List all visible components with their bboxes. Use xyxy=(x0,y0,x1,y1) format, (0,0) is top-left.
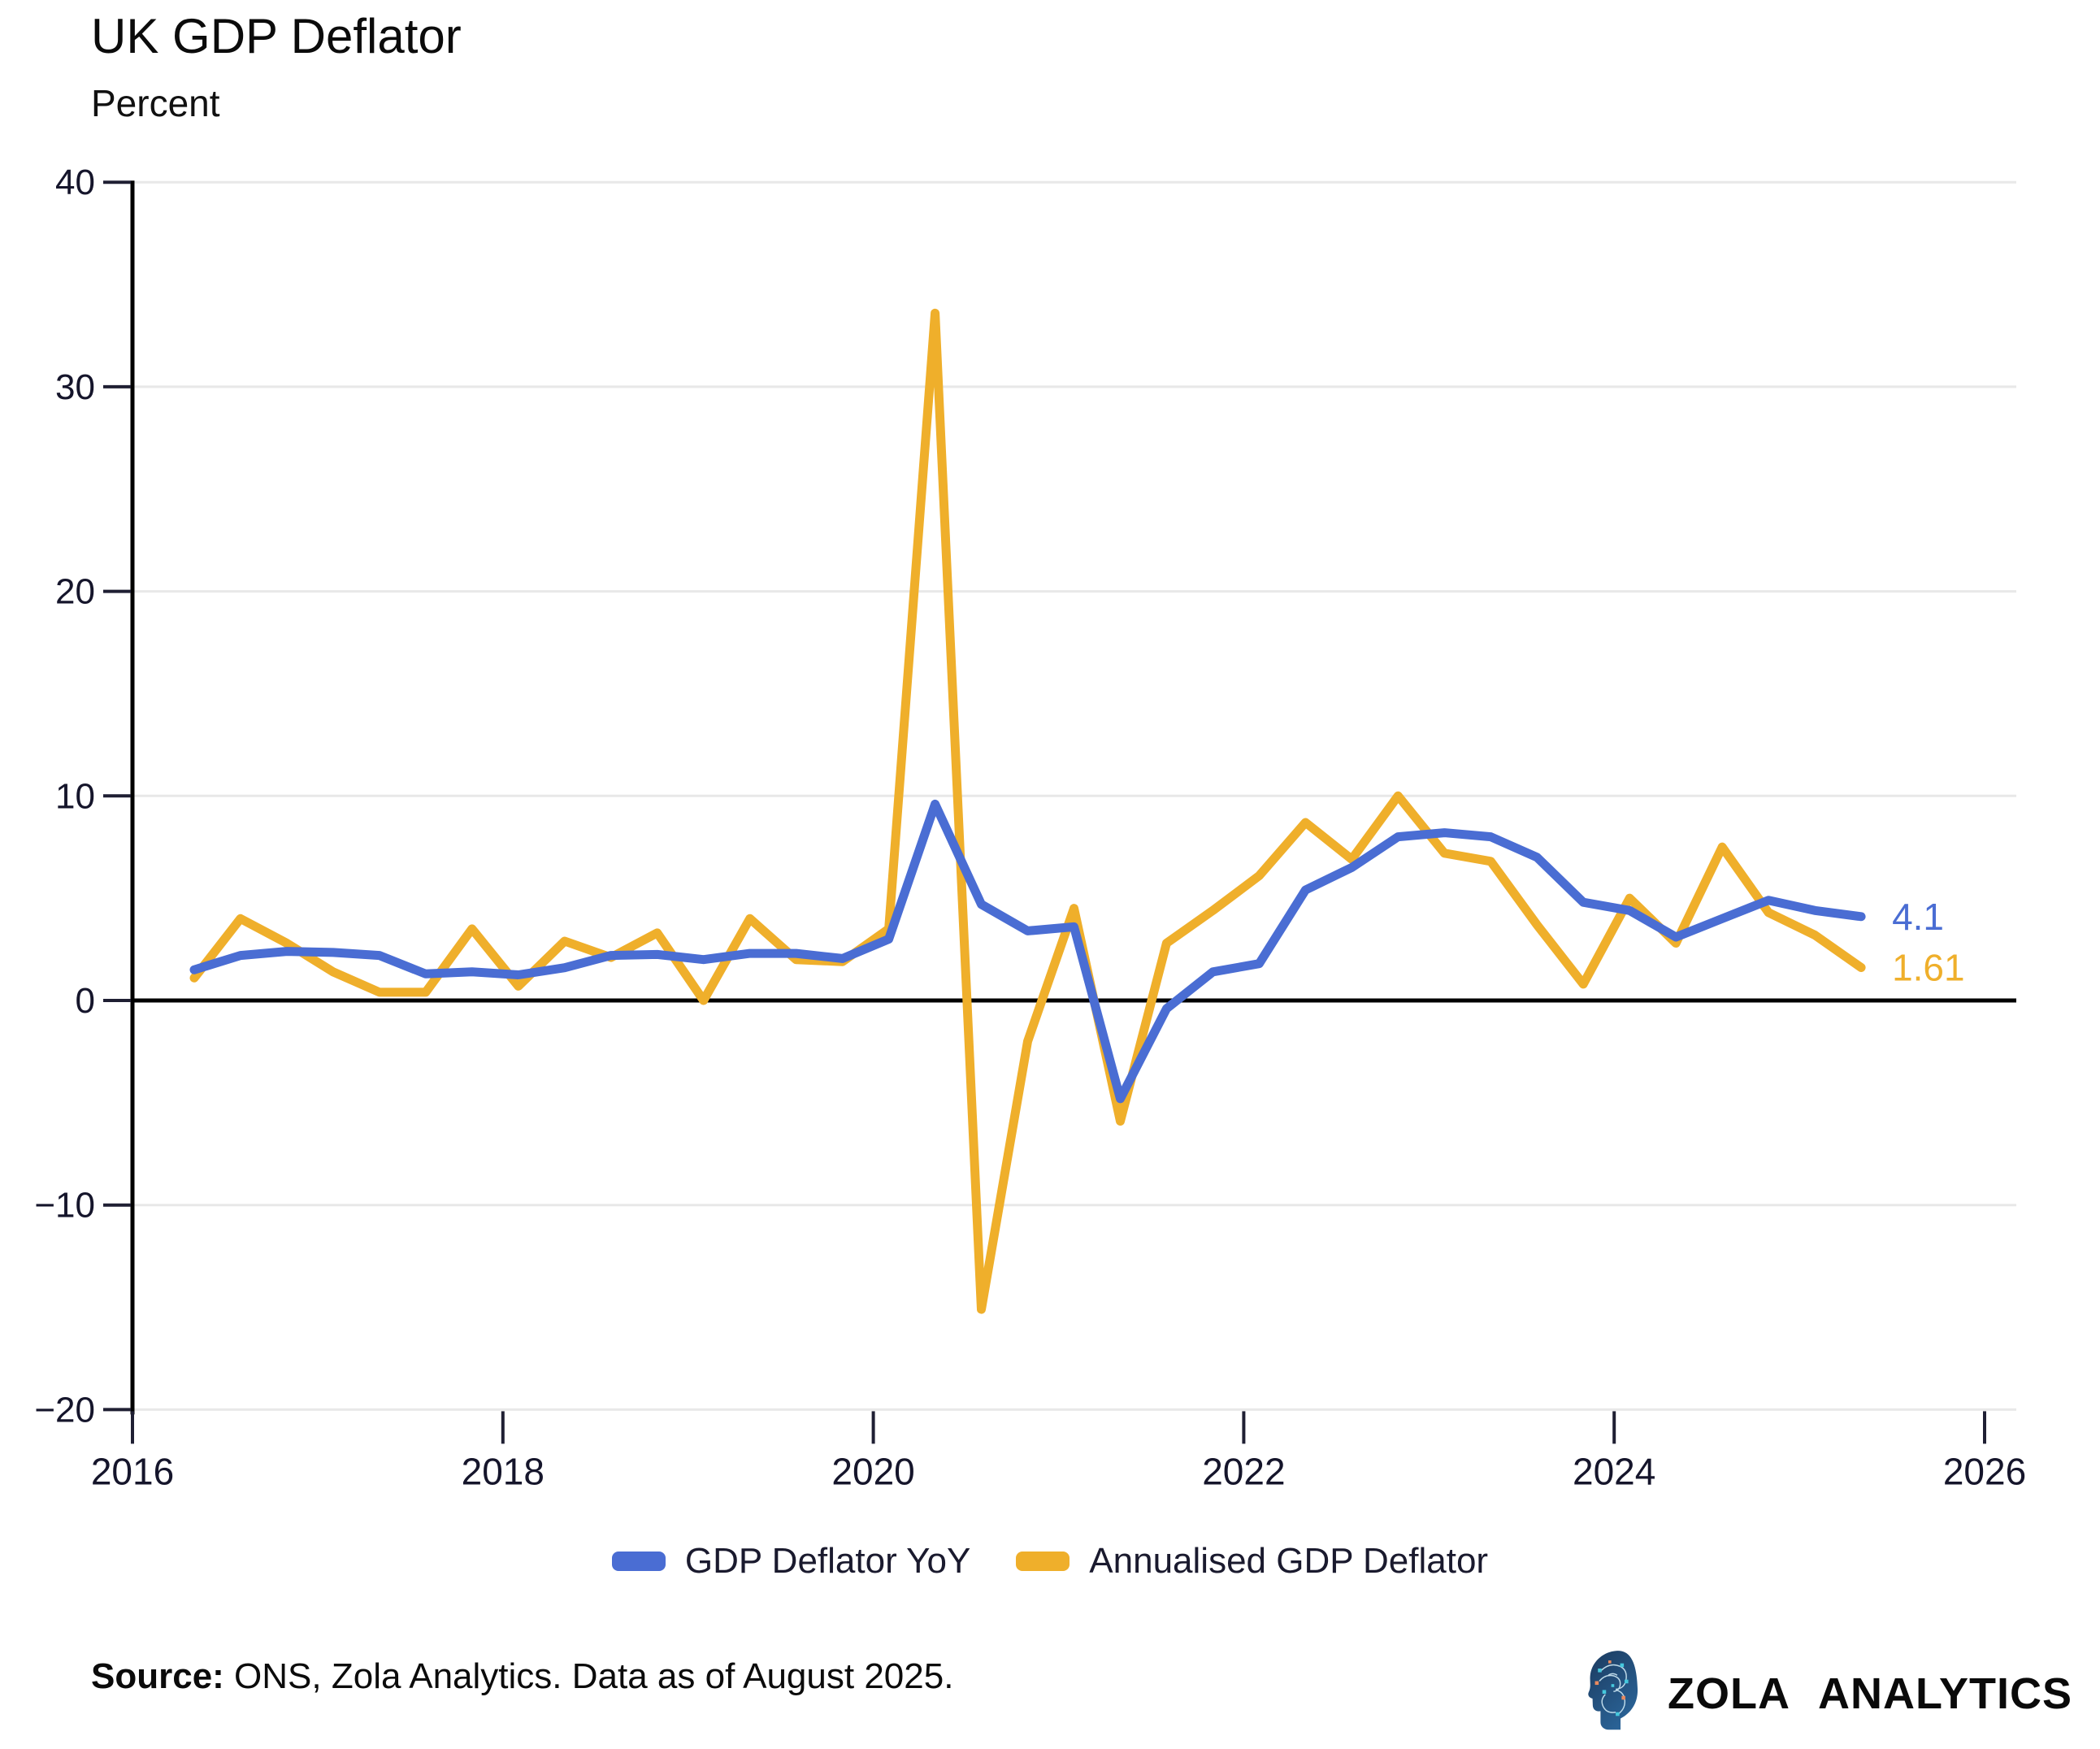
y-tick-label-20: 20 xyxy=(55,572,95,612)
x-tick-label-2016: 2016 xyxy=(91,1450,174,1492)
y-tick-label-10: 10 xyxy=(55,776,95,816)
x-tick-label-2024: 2024 xyxy=(1573,1450,1655,1492)
brand-name: ZOLA ANALYTICS xyxy=(1667,1669,2072,1718)
y-tick-label-0: 0 xyxy=(76,981,95,1021)
chart-title: UK GDP Deflator xyxy=(91,9,462,63)
chart-legend: GDP Deflator YoY Annualised GDP Deflator xyxy=(0,1541,2100,1582)
source-text: ONS, Zola Analytics. Data as of August 2… xyxy=(223,1656,954,1696)
legend-label-annualised-gdp-deflator: Annualised GDP Deflator xyxy=(1089,1541,1489,1581)
source-label: Source: xyxy=(91,1656,224,1696)
x-tick-label-2018: 2018 xyxy=(462,1450,545,1492)
legend-item-annualised-gdp-deflator[interactable]: Annualised GDP Deflator xyxy=(1016,1541,1488,1582)
circuit-head-icon xyxy=(1588,1651,1638,1730)
legend-swatch-annualised-gdp-deflator xyxy=(1016,1552,1070,1571)
y-tick-label-30: 30 xyxy=(55,367,95,407)
y-tick-label-40: 40 xyxy=(55,163,95,202)
x-tick-label-2020: 2020 xyxy=(831,1450,914,1492)
y-tick-label--20: −20 xyxy=(34,1390,95,1430)
brand-lockup: ZOLA ANALYTICS xyxy=(1583,1648,2072,1739)
gdp-deflator-yoy-line xyxy=(189,799,1866,1104)
x-tick-label-2022: 2022 xyxy=(1202,1450,1285,1492)
source-note: Source: ONS, Zola Analytics. Data as of … xyxy=(91,1656,953,1697)
y-tick-label--10: −10 xyxy=(34,1186,95,1226)
legend-swatch-gdp-deflator-yoy xyxy=(611,1552,666,1571)
end-label-annualised-gdp-deflator: 1.61 xyxy=(1892,946,1965,988)
annualised-gdp-deflator-line xyxy=(189,308,1866,1314)
x-tick-label-2026: 2026 xyxy=(1943,1450,2026,1492)
legend-item-gdp-deflator-yoy[interactable]: GDP Deflator YoY xyxy=(611,1541,971,1582)
legend-label-gdp-deflator-yoy: GDP Deflator YoY xyxy=(684,1541,971,1581)
end-label-gdp-deflator-yoy: 4.1 xyxy=(1892,896,1944,938)
chart-unit-label: Percent xyxy=(91,82,220,124)
